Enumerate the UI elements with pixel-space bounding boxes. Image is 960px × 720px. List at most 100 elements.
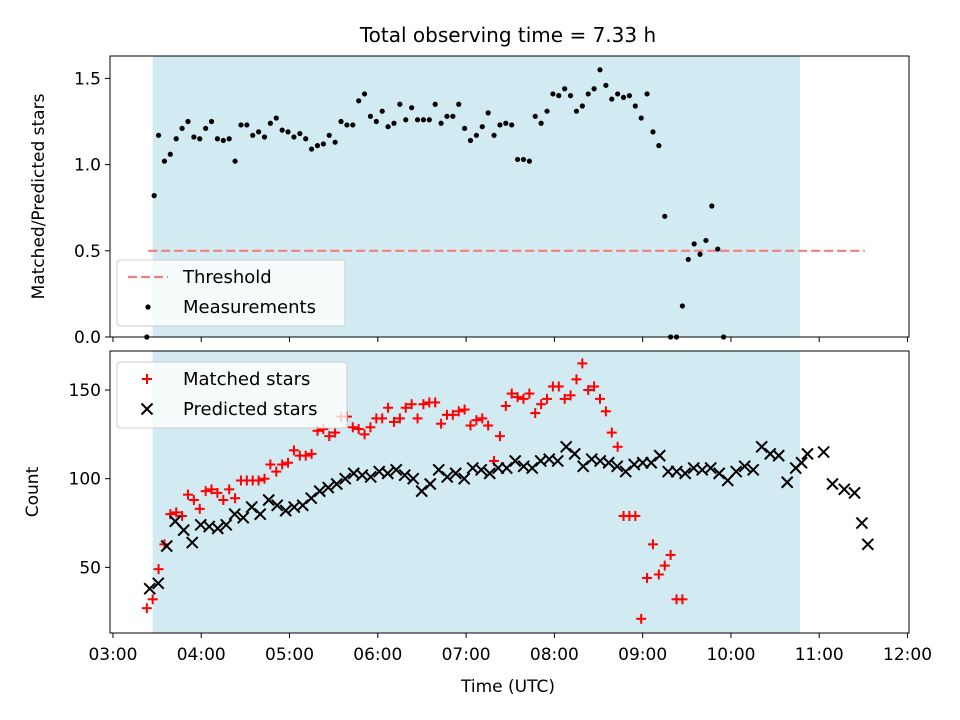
measurement-point	[432, 101, 438, 107]
top-y-tick-label: 0.5	[74, 242, 101, 262]
measurement-point	[573, 108, 580, 114]
matched-star-point	[406, 399, 417, 410]
measurement-point	[462, 125, 468, 132]
matched-stars-points	[141, 358, 688, 624]
predicted-star-point	[772, 449, 785, 462]
predicted-star-point	[855, 516, 869, 530]
bottom-y-tick-label: 50	[79, 558, 101, 578]
predicted-legend-swatch	[140, 402, 154, 416]
predicted-star-point-b	[795, 456, 808, 469]
predicted-star-point-b	[398, 468, 411, 482]
measurement-point	[550, 91, 556, 97]
x-tick-label: 12:00	[883, 645, 932, 665]
predicted-star-point	[780, 476, 794, 489]
predicted-star-point	[475, 463, 488, 477]
matched-star-point	[524, 388, 535, 399]
measurement-point	[609, 96, 615, 102]
measurement-point	[626, 93, 633, 99]
measurement-point	[250, 132, 256, 138]
top-y-tick-label: 0.0	[74, 328, 101, 348]
predicted-star-point-b	[279, 504, 292, 517]
measurement-point	[656, 143, 662, 149]
predicted-star-point-b	[560, 440, 573, 453]
measurement-point	[285, 129, 291, 135]
matched-star-point	[212, 487, 223, 498]
predicted-star-point-b	[755, 440, 768, 453]
measurement-point	[438, 120, 444, 126]
predicted-star-point-b	[381, 467, 394, 480]
measurement-point	[338, 118, 344, 125]
matched-star-point	[171, 507, 182, 518]
matched-star-point	[330, 427, 341, 438]
measurement-point	[185, 118, 191, 125]
predicted-star-point-b	[627, 458, 641, 471]
matched-star-point	[218, 494, 229, 505]
measurement-point	[679, 303, 685, 309]
predicted-star-point	[441, 470, 454, 484]
predicted-star-point-b	[211, 522, 224, 535]
predicted-star-point-b	[610, 460, 624, 473]
measurement-point	[632, 103, 638, 109]
measurement-point	[161, 158, 168, 164]
predicted-star-point	[330, 477, 343, 491]
predicted-star-point-b	[339, 472, 352, 485]
measurement-point	[532, 113, 538, 119]
predicted-star-point	[653, 449, 666, 462]
predicted-star-point	[228, 507, 241, 521]
measurement-point	[344, 122, 350, 128]
matched-star-point	[388, 416, 399, 427]
predicted-star-point-b	[602, 456, 615, 469]
predicted-star-point-b	[143, 582, 156, 595]
predicted-star-point-b	[483, 467, 496, 480]
measurement-point	[273, 115, 279, 121]
matched-legend-swatch	[142, 374, 152, 384]
predicted-star-point	[449, 467, 462, 480]
predicted-star-point	[364, 470, 377, 484]
bottom-legend: Matched stars Predicted stars	[116, 361, 348, 429]
measurement-point	[191, 134, 197, 140]
predicted-star-point-b	[704, 461, 717, 475]
measurement-point	[332, 139, 338, 145]
predicted-star-point	[610, 460, 624, 473]
measurement-point	[203, 125, 209, 132]
predicted-star-point-b	[237, 511, 250, 524]
predicted-star-point	[738, 460, 751, 473]
predicted-star-point	[424, 477, 437, 491]
measurement-point	[685, 256, 691, 263]
top-legend-box	[116, 259, 346, 327]
measurement-point	[320, 141, 326, 147]
matched-star-point	[506, 388, 517, 399]
measurement-point	[179, 125, 185, 132]
predicted-star-point	[160, 539, 173, 553]
measurement-point	[467, 137, 474, 144]
measurement-point	[615, 91, 621, 97]
matched-star-point	[571, 374, 582, 385]
x-tick-label: 05:00	[265, 645, 314, 665]
measurement-point	[426, 117, 432, 123]
bottom-y-axis-label: Count	[23, 466, 43, 517]
predicted-star-point-b	[441, 470, 454, 484]
predicted-star-point	[848, 486, 861, 500]
predicted-star-point-b	[245, 500, 258, 514]
measurement-point	[155, 132, 162, 138]
matched-star-point	[471, 415, 482, 426]
x-axis-label: Time (UTC)	[460, 677, 555, 697]
predicted-star-point-b	[449, 467, 462, 480]
measurement-point	[151, 193, 157, 199]
predicted-star-point-b	[152, 577, 165, 590]
bottom-panel: 03:00 04:00 05:00 06:00 07:00 08:00 09:00 10:00…	[23, 350, 932, 697]
predicted-star-point	[279, 504, 292, 517]
threshold-legend-label: Threshold	[182, 267, 272, 288]
matched-star-point	[436, 418, 447, 429]
matched-star-point	[300, 450, 311, 461]
measurement-point	[473, 132, 479, 138]
measurement-point	[391, 120, 397, 126]
matched-star-point	[265, 459, 276, 470]
predicted-star-point-b	[254, 507, 267, 521]
matched-star-point	[288, 445, 299, 456]
predicted-star-point-b	[678, 467, 692, 480]
predicted-star-point	[152, 577, 165, 590]
matched-star-point	[589, 381, 600, 392]
measurements-legend-label: Measurements	[183, 297, 316, 318]
predicted-star-point	[143, 582, 156, 595]
